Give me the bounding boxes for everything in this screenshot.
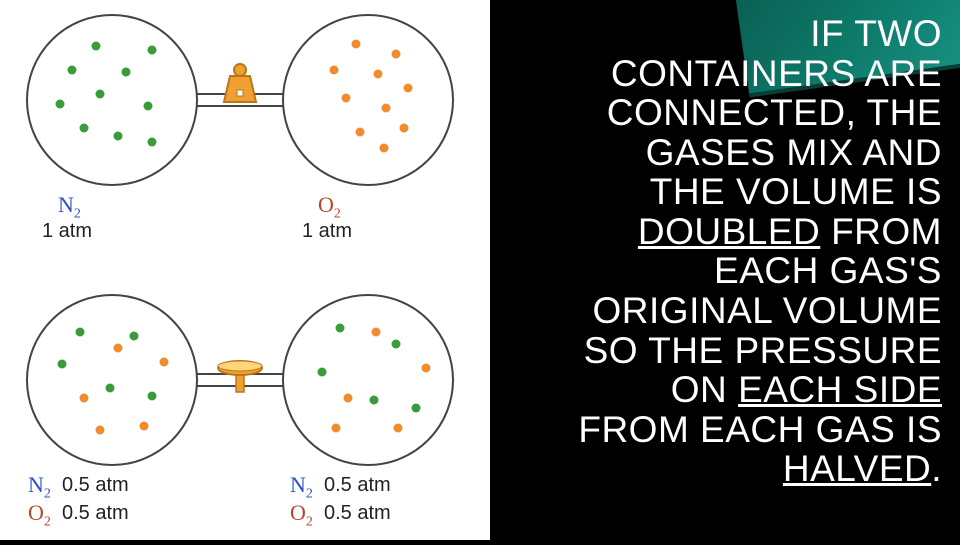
line: ON [671,369,738,410]
line: . [931,448,942,489]
line: SO THE PRESSURE [584,330,942,371]
description-text: IF TWO CONTAINERS ARE CONNECTED, THE GAS… [502,14,942,489]
line: THE VOLUME IS [650,171,942,212]
label-o2-br: O2 [290,500,313,530]
line: FROM EACH GAS IS [578,409,942,450]
label-p-n2-top: 1 atm [42,220,92,243]
label-p-n2-bl: 0.5 atm [62,474,129,497]
diagram-panel: N2 1 atm O2 1 atm N2 0.5 atm O2 0.5 atm … [0,0,490,540]
gas-symbol: N [28,472,44,497]
line: CONNECTED, THE [607,92,942,133]
label-p-o2-bl: 0.5 atm [62,502,129,525]
label-n2-top: N2 [58,192,81,222]
gas-sub: 2 [306,514,313,529]
gas-symbol: N [290,472,306,497]
line: EACH GAS'S [714,250,942,291]
line: ORIGINAL VOLUME [593,290,942,331]
label-n2-br: N2 [290,472,313,502]
line: GASES MIX AND [646,132,942,173]
line: CONTAINERS ARE [611,53,942,94]
gas-symbol: O [318,192,334,217]
diagram-svg [0,0,490,540]
label-o2-top: O2 [318,192,341,222]
label-p-o2-br: 0.5 atm [324,502,391,525]
gas-symbol: O [28,500,44,525]
line: FROM [820,211,942,252]
underline: DOUBLED [638,211,820,252]
gas-sub: 2 [44,514,51,529]
label-p-n2-br: 0.5 atm [324,474,391,497]
line: IF TWO [810,13,942,54]
underline: EACH SIDE [738,369,942,410]
label-n2-bl: N2 [28,472,51,502]
gas-symbol: O [290,500,306,525]
label-o2-bl: O2 [28,500,51,530]
label-p-o2-top: 1 atm [302,220,352,243]
gas-symbol: N [58,192,74,217]
underline: HALVED [783,448,931,489]
